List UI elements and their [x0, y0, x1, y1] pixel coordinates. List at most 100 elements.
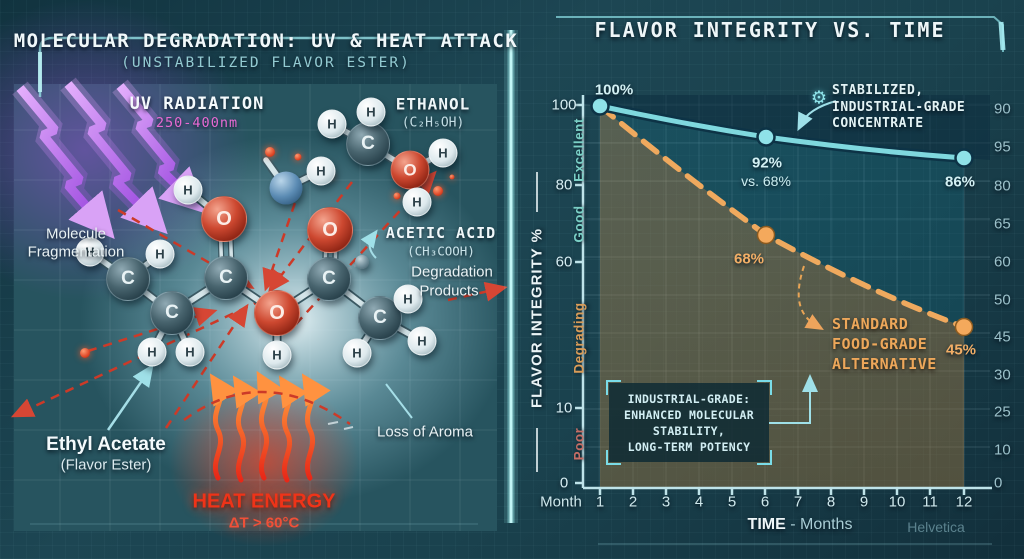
- x-tick: 3: [661, 493, 671, 511]
- atom-oxygen: O: [390, 150, 430, 190]
- atom-hydrogen: H: [262, 340, 292, 370]
- x-axis-prefix: Month: [540, 493, 582, 511]
- ethyl-acetate-label: Ethyl Acetate: [46, 434, 166, 455]
- x-tick: 5: [727, 493, 737, 511]
- right-y-tick: 45: [994, 328, 1011, 346]
- right-y-tick: 30: [994, 366, 1011, 384]
- x-axis-title-rest: - Months: [785, 516, 853, 533]
- degradation-particle: [433, 186, 443, 196]
- uv-radiation-label: UV RADIATION: [129, 94, 265, 114]
- atom-carbon: C: [346, 122, 390, 166]
- band-degrading: Degrading: [571, 302, 587, 374]
- x-tick: 6: [760, 493, 770, 511]
- stabilized-line3: CONCENTRATE: [832, 116, 924, 131]
- band-poor: Poor: [571, 427, 587, 461]
- atom-oxygen: O: [254, 290, 300, 336]
- atom-hydrogen: H: [428, 138, 458, 168]
- atom-fragment-dot: [355, 255, 369, 269]
- atom-hydrogen: H: [393, 284, 423, 314]
- left-panel-subtitle: (UNSTABILIZED FLAVOR ESTER): [121, 55, 411, 71]
- point-label-45: 45%: [945, 341, 977, 359]
- atom-hydrogen: H: [137, 337, 167, 367]
- ethanol-label: ETHANOL: [395, 94, 471, 114]
- point-label-100: 100%: [594, 81, 634, 99]
- x-tick: 2: [628, 493, 638, 511]
- point-label-vs68: vs. 68%: [741, 173, 791, 189]
- acetic-acid-formula: (CH₃COOH): [407, 243, 475, 259]
- atom-fragment-blue: [269, 171, 303, 205]
- right-y-tick: 50: [994, 291, 1011, 309]
- degradation-products-line2: Products: [419, 282, 479, 300]
- y-axis-title: FLAVOR INTEGRITY %: [528, 228, 546, 408]
- right-y-tick: 80: [994, 177, 1011, 195]
- right-y-tick: 25: [994, 403, 1011, 421]
- atom-hydrogen: H: [317, 109, 347, 139]
- uv-radiation-range: 250-400nm: [155, 115, 239, 131]
- degradation-particle: [393, 192, 401, 200]
- watermark-text: Helvetica: [907, 519, 965, 535]
- x-tick: 10: [888, 493, 906, 511]
- atom-carbon: C: [150, 291, 194, 335]
- aroma-smoke-marks: [327, 421, 354, 430]
- stabilized-callout-arrow: [797, 100, 837, 132]
- right-panel-title: FLAVOR INTEGRITY VS. TIME: [594, 18, 946, 42]
- stabilized-annotation: STABILIZED, INDUSTRIAL-GRADE CONCENTRATE: [832, 83, 965, 133]
- right-y-tick: 0: [994, 474, 1003, 492]
- right-y-tick: 90: [994, 100, 1011, 118]
- degradation-particle: [80, 348, 90, 358]
- ethanol-formula: (C₂H₅OH): [401, 115, 465, 131]
- x-tick: 9: [859, 493, 869, 511]
- stabilized-line2: INDUSTRIAL-GRADE: [832, 99, 966, 115]
- fragmentation-label-line1: Molecule: [45, 225, 107, 243]
- series-points: [590, 96, 974, 337]
- x-tick: 12: [955, 493, 973, 511]
- degradation-particle: [265, 147, 275, 157]
- point-label-92: 92%: [751, 154, 783, 172]
- fragmentation-label-line2: Fragmentation: [27, 243, 125, 261]
- standard-line3: ALTERNATIVE: [832, 355, 937, 373]
- x-tick: 4: [694, 493, 704, 511]
- right-y-tick: 60: [994, 253, 1011, 271]
- standard-line1: STANDARD: [832, 315, 909, 333]
- atom-hydrogen: H: [175, 337, 205, 367]
- loss-of-aroma-label: Loss of Aroma: [377, 423, 473, 441]
- heat-energy-condition: ΔT > 60°C: [228, 514, 300, 532]
- degradation-particle: [294, 153, 302, 161]
- y-tick: 100: [551, 96, 577, 114]
- atom-oxygen: O: [307, 207, 353, 253]
- heat-energy-label: HEAT ENERGY: [192, 490, 336, 513]
- acetic-acid-label: ACETIC ACID: [385, 224, 497, 242]
- x-tick: 1: [595, 493, 605, 511]
- industrial-grade-callout-box: INDUSTRIAL-GRADE: ENHANCED MOLECULAR STA…: [606, 380, 772, 465]
- callout-corner: [757, 450, 772, 465]
- atom-oxygen: O: [201, 196, 247, 242]
- left-teal-arrows: [106, 229, 413, 431]
- atom-hydrogen: H: [407, 326, 437, 356]
- x-tick: 11: [922, 493, 938, 511]
- x-axis-title: TIME - Months: [748, 516, 853, 534]
- callout-line4: LONG-TERM POTENCY: [627, 439, 751, 454]
- y-tick: 10: [555, 399, 573, 417]
- y-tick: 0: [559, 474, 569, 492]
- right-y-tick: 95: [994, 138, 1011, 156]
- x-tick: 8: [826, 493, 836, 511]
- right-y-tick: 10: [994, 441, 1011, 459]
- atom-hydrogen: H: [402, 187, 432, 217]
- callout-line2: ENHANCED MOLECULAR: [623, 407, 755, 422]
- atom-hydrogen: H: [145, 239, 175, 269]
- point-label-68: 68%: [733, 250, 765, 268]
- band-good: Good: [571, 205, 587, 243]
- right-y-tick: 65: [994, 215, 1011, 233]
- callout-corner: [606, 450, 621, 465]
- y-tick: 80: [555, 176, 573, 194]
- gear-icon: ⚙: [810, 87, 828, 109]
- x-axis-title-bold: TIME: [747, 516, 786, 533]
- standard-callout-arrow: [797, 265, 824, 331]
- chart-axes: [575, 95, 992, 495]
- callout-corner: [757, 380, 772, 395]
- standard-line2: FOOD-GRADE: [832, 335, 928, 353]
- callout-box-arrow: [769, 374, 818, 424]
- degradation-particle: [449, 174, 455, 180]
- standard-annotation: STANDARD FOOD-GRADE ALTERNATIVE: [832, 314, 937, 374]
